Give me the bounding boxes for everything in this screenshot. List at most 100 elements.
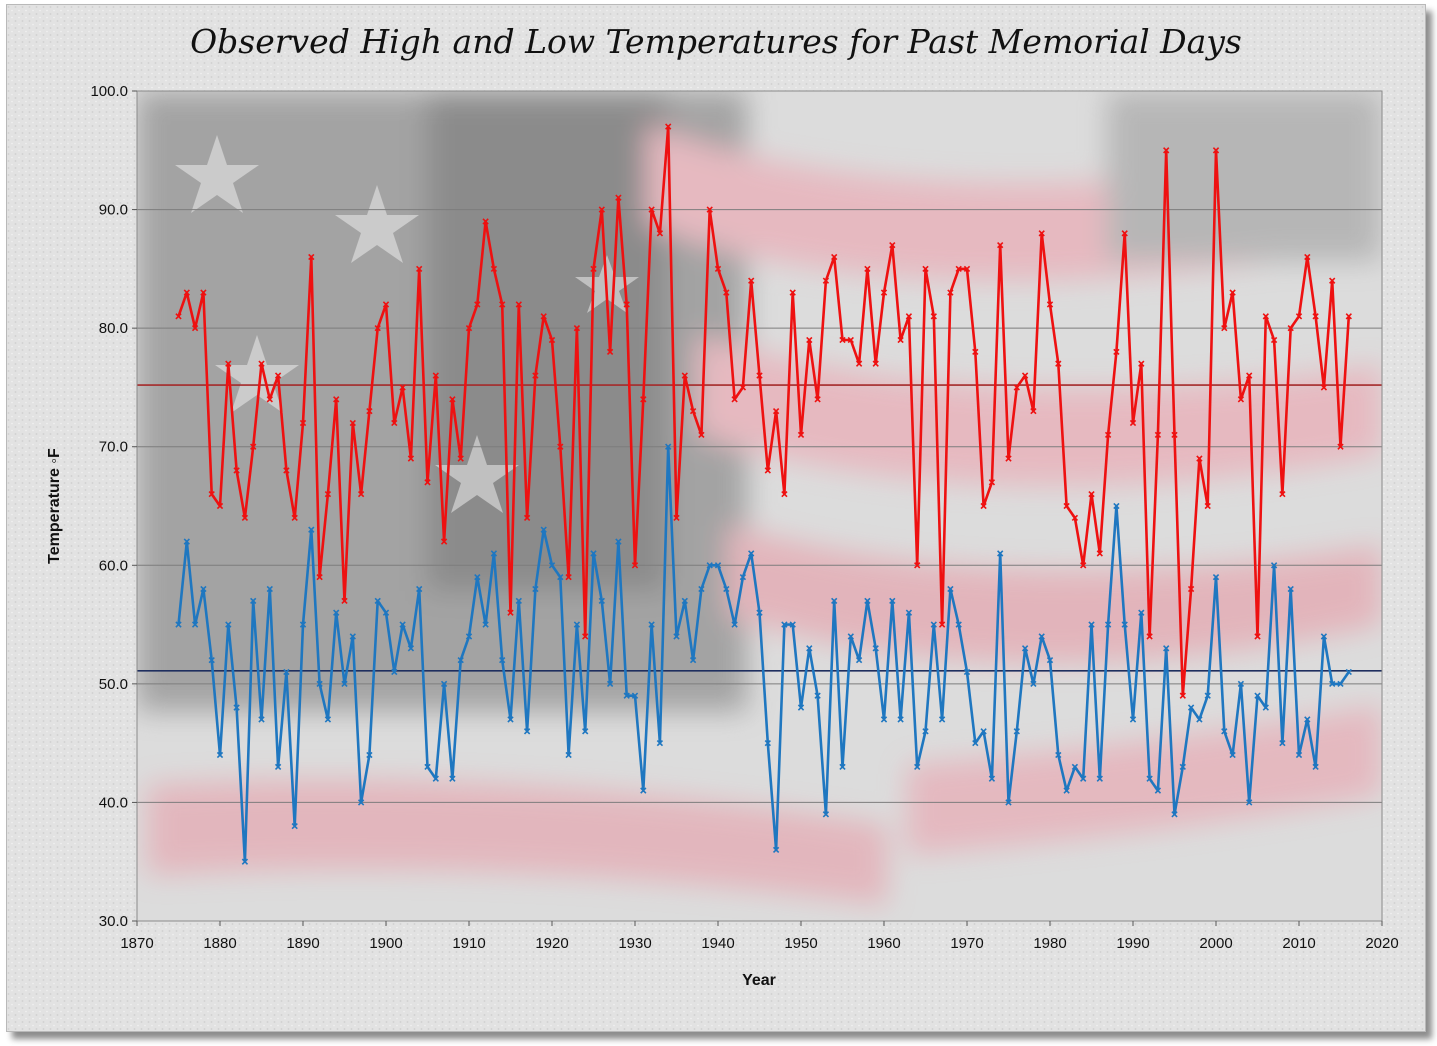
low-point <box>1237 680 1245 688</box>
high-point <box>1055 360 1062 367</box>
low-point <box>1038 633 1045 640</box>
low-point <box>756 609 763 616</box>
low-point <box>1046 656 1054 664</box>
high-point <box>706 206 713 213</box>
high-point <box>673 514 680 522</box>
low-point <box>739 573 747 581</box>
high-point <box>225 360 232 367</box>
low-point <box>955 621 962 628</box>
high-point <box>806 336 813 344</box>
high-point <box>922 265 929 273</box>
high-point <box>864 265 871 273</box>
low-point <box>573 621 581 628</box>
low-point <box>540 526 547 533</box>
high-point <box>606 348 614 356</box>
high-point <box>731 396 738 403</box>
high-point <box>1046 301 1054 308</box>
high-point <box>490 265 498 273</box>
high-point <box>440 538 448 545</box>
low-point <box>1104 621 1112 628</box>
low-point <box>930 621 937 628</box>
high-point <box>1129 419 1137 427</box>
high-point <box>598 206 605 213</box>
high-point <box>465 324 473 332</box>
high-point <box>1088 490 1095 498</box>
high-point <box>399 384 406 391</box>
high-point <box>831 253 838 261</box>
high-point <box>1071 514 1079 522</box>
low-point <box>465 633 473 640</box>
low-series-line <box>177 445 1350 864</box>
high-point <box>822 277 830 284</box>
high-point <box>416 265 423 273</box>
high-point <box>1345 313 1352 320</box>
high-point <box>590 265 597 273</box>
high-point <box>333 396 340 403</box>
low-point <box>233 704 240 711</box>
low-point <box>1121 621 1128 628</box>
high-point <box>200 289 207 296</box>
high-point <box>988 479 996 486</box>
high-point <box>1146 633 1153 640</box>
low-point <box>764 739 771 747</box>
high-point <box>748 277 755 284</box>
low-point <box>216 751 224 759</box>
low-point <box>582 728 589 735</box>
high-point <box>1279 490 1286 498</box>
high-point <box>723 289 730 296</box>
low-point <box>241 858 249 865</box>
high-point <box>1320 384 1328 391</box>
y-tick-label: 80.0 <box>99 320 128 337</box>
low-point <box>598 597 605 605</box>
low-point <box>1345 668 1352 676</box>
high-point <box>665 123 672 130</box>
high-point <box>457 455 464 462</box>
line-chart: Observed High and Low Temperatures for P… <box>7 5 1425 1031</box>
low-point <box>822 811 830 818</box>
high-point <box>914 562 921 569</box>
low-point <box>183 538 190 545</box>
low-point <box>772 846 780 854</box>
high-point <box>1013 384 1020 391</box>
low-point <box>1262 704 1269 711</box>
high-point <box>1154 431 1162 439</box>
low-point <box>366 751 373 759</box>
low-point <box>615 538 622 545</box>
high-point <box>615 194 622 201</box>
chart-title: Observed High and Low Temperatures for P… <box>190 22 1242 61</box>
high-point <box>291 514 298 522</box>
low-point <box>374 597 381 605</box>
low-point <box>557 573 564 581</box>
low-point <box>490 550 498 557</box>
low-point <box>324 716 332 723</box>
low-point <box>1171 811 1178 818</box>
low-point <box>889 597 896 605</box>
high-point <box>764 467 771 474</box>
x-tick-label: 1930 <box>618 935 651 952</box>
x-tick-label: 1890 <box>286 935 319 952</box>
high-point <box>997 241 1004 249</box>
low-point <box>723 585 730 593</box>
low-point <box>698 585 705 593</box>
low-point <box>333 609 340 616</box>
low-point <box>590 550 597 557</box>
high-point <box>1038 230 1045 237</box>
low-point <box>1229 751 1236 759</box>
high-point <box>739 384 747 391</box>
low-point <box>1005 799 1012 806</box>
high-point <box>781 490 788 498</box>
low-point <box>1055 751 1062 759</box>
high-point <box>1212 147 1220 154</box>
high-point <box>1063 502 1070 510</box>
high-point <box>897 336 904 344</box>
x-tick-label: 1980 <box>1033 935 1066 952</box>
low-point <box>424 763 431 771</box>
high-point <box>241 514 249 522</box>
y-tick-label: 30.0 <box>99 913 128 930</box>
low-point <box>515 597 522 605</box>
high-point <box>1021 372 1029 379</box>
high-point <box>1329 277 1336 284</box>
high-point <box>648 206 655 213</box>
low-point <box>980 728 987 735</box>
low-point <box>299 621 307 628</box>
